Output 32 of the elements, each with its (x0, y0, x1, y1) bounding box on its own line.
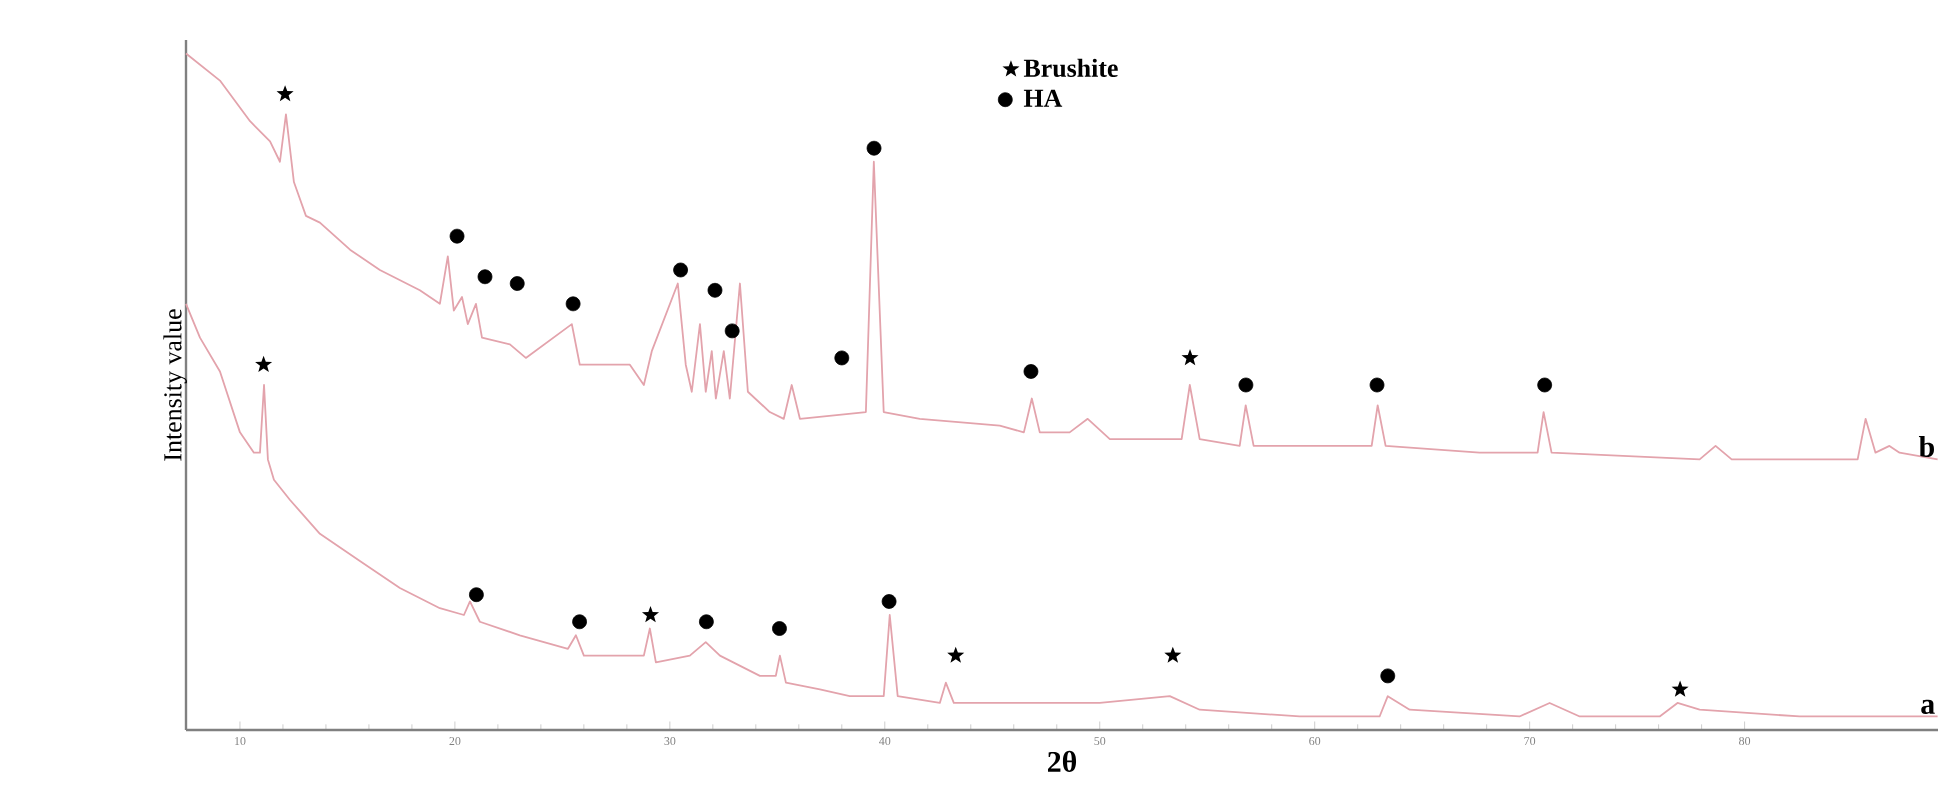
series-label: a (1921, 699, 1935, 715)
legend-label: Brushite (1023, 58, 1118, 77)
point (1380, 668, 1396, 684)
point (1164, 646, 1182, 663)
point (881, 594, 897, 609)
y-axis-title: Intensity value (163, 309, 187, 461)
legend-label: HA (1023, 89, 1063, 107)
point (772, 621, 787, 636)
point (673, 262, 688, 278)
point (1369, 377, 1385, 393)
point (572, 614, 587, 630)
point (1181, 348, 1199, 366)
point (724, 323, 740, 339)
point (255, 355, 273, 372)
point (1023, 364, 1039, 379)
point (1671, 680, 1689, 697)
point (509, 276, 525, 291)
point (469, 587, 484, 603)
series-label: b (1918, 436, 1934, 458)
point (477, 269, 493, 285)
point (1537, 377, 1553, 393)
point (449, 228, 465, 244)
point (1238, 377, 1254, 393)
point (276, 85, 294, 102)
point (866, 140, 882, 156)
point (699, 614, 714, 630)
point (707, 282, 723, 298)
point (565, 296, 581, 312)
point (947, 646, 965, 663)
x-axis-title: 2θ (1047, 750, 1077, 772)
point (641, 606, 660, 623)
point (834, 350, 850, 366)
